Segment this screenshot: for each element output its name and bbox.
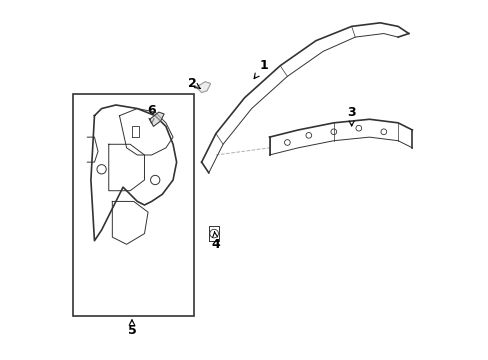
- Text: 6: 6: [147, 104, 156, 123]
- Text: 1: 1: [254, 59, 268, 78]
- Text: 3: 3: [346, 105, 355, 126]
- Polygon shape: [149, 112, 164, 126]
- Text: 5: 5: [127, 324, 136, 337]
- Text: 2: 2: [188, 77, 200, 90]
- Text: 4: 4: [211, 232, 220, 251]
- Polygon shape: [196, 82, 210, 93]
- Bar: [73, 94, 194, 316]
